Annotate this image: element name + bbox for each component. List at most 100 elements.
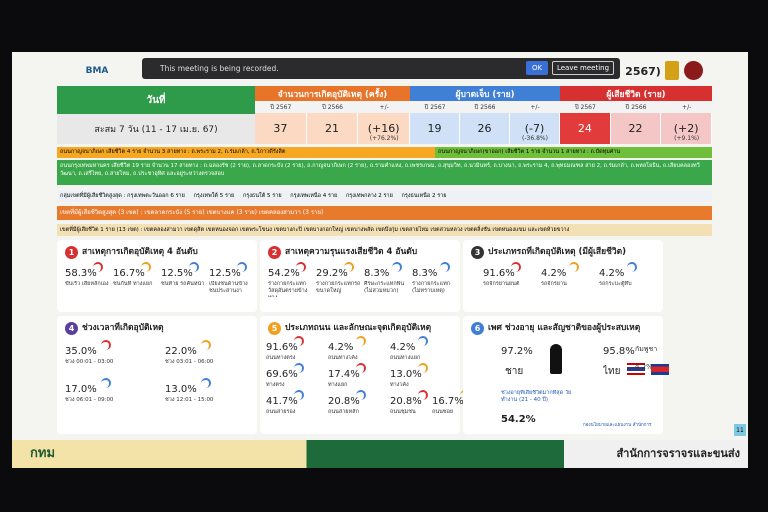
- panel: [57, 316, 257, 434]
- percent: 17.0%: [65, 384, 97, 395]
- percent: 4.2%: [390, 342, 416, 353]
- percent: 54.2%: [268, 268, 300, 279]
- item-label: รถจักรยานยนต์: [483, 281, 520, 287]
- group-title: ผู้บาดเจ็บ (ราย): [410, 86, 560, 101]
- item-label: ถนนทางตรง: [266, 355, 296, 361]
- percent: 97.2%: [501, 346, 533, 357]
- panel-title: ช่วงเวลาที่เกิดอุบัติเหตุ: [82, 323, 164, 333]
- gauge: [344, 262, 354, 272]
- gauge: [189, 262, 199, 272]
- panel: [260, 316, 460, 434]
- percent: 69.6%: [266, 369, 298, 380]
- value: 26: [460, 113, 510, 144]
- percent: 4.2%: [635, 364, 653, 371]
- panel-number: 1: [65, 246, 78, 259]
- row: เขตที่มีผู้เสียชีวิตสูงสุด (3 เขต) : เขต…: [57, 206, 712, 220]
- item-label: กัมพูชา: [635, 346, 658, 353]
- value: 37: [255, 113, 307, 144]
- column-header: ปี 2567: [255, 101, 307, 113]
- item-label: ทางตรง: [266, 382, 285, 388]
- item-label: ชนกันที่ ทางแยก: [113, 281, 153, 287]
- percent: 95.8%: [603, 346, 635, 357]
- ok-button[interactable]: OK: [526, 61, 548, 75]
- gauge: [356, 363, 366, 373]
- item-label: ถนนซอย: [432, 409, 454, 415]
- age-note: ช่วงอายุที่เสียชีวิตมากที่สุด วัยทำงาน (…: [501, 390, 572, 403]
- percent: 20.8%: [390, 396, 422, 407]
- panel: [463, 316, 663, 434]
- group-title: ผู้เสียชีวิต (ราย): [560, 86, 712, 101]
- panel: [463, 240, 663, 312]
- item-label: ชนท้าย รถคันหน้า: [161, 281, 205, 287]
- logo: BMA: [85, 66, 109, 76]
- gauge: [392, 262, 402, 272]
- gauge: [418, 363, 428, 373]
- value: 19: [410, 113, 460, 144]
- item-label: ทางแยก: [328, 382, 348, 388]
- emblem: [665, 61, 679, 80]
- gauge: [418, 390, 428, 400]
- panel-title: สาเหตุความรุนแรงเสียชีวิต 4 อันดับ: [285, 247, 418, 257]
- value: 21: [306, 113, 359, 144]
- percent: 4.2%: [328, 342, 354, 353]
- source: กองนโยบายและแผนงาน สำนักการจราจรและขนส่ง: [583, 423, 652, 428]
- gauge: [237, 262, 247, 272]
- change-pct: (+9.1%): [674, 134, 700, 142]
- item-label: เบี่ยงชนด้านข้าง ชนประสานงา: [209, 281, 248, 294]
- percent: 12.5%: [209, 268, 241, 279]
- gauge: [201, 340, 211, 350]
- item-label: ช่วง 12:01 - 15:00: [165, 397, 214, 403]
- value: (+16): [358, 113, 410, 144]
- leave-button[interactable]: Leave meeting: [552, 61, 614, 75]
- item-label: รถกระบะตู้ทึบ: [599, 281, 632, 287]
- footer-org: สำนักการจราจรและขนส่ง: [616, 447, 740, 460]
- percent: 4.2%: [541, 268, 567, 279]
- gauge: [627, 262, 637, 272]
- panel: [260, 240, 460, 312]
- gauge: [141, 262, 151, 272]
- date-header: วันที่: [57, 86, 255, 114]
- gauge: [356, 336, 366, 346]
- percent: 35.0%: [65, 346, 97, 357]
- item-label: ถนนทางโค้ง: [328, 355, 358, 361]
- gauge: [296, 262, 306, 272]
- item-label: ทางโค้ง: [390, 382, 409, 388]
- value: (-7): [510, 113, 560, 144]
- meeting-bar: [142, 58, 620, 79]
- percent: 13.0%: [390, 369, 422, 380]
- panel-title: เพศ ช่วงอายุ และสัญชาติของผู้ประสบเหตุ: [488, 323, 641, 333]
- value: 24: [560, 113, 611, 144]
- panel-title: ประเภทถนน และลักษณะจุดเกิดอุบัติเหตุ: [285, 323, 432, 333]
- percent: 91.6%: [483, 268, 515, 279]
- gauge: [569, 262, 579, 272]
- recording-message: This meeting is being recorded.: [160, 64, 279, 73]
- percent: 29.2%: [316, 268, 348, 279]
- percent: 13.0%: [165, 384, 197, 395]
- gauge: [294, 336, 304, 346]
- percent: 16.7%: [432, 396, 464, 407]
- item-label: ชาย: [505, 366, 524, 376]
- item-label: ร่างกายกระแทกวัสดุอันตรายข้างทาง: [268, 281, 308, 297]
- thai-flag: [627, 363, 645, 375]
- percent: 91.6%: [266, 342, 298, 353]
- percent: 16.7%: [113, 268, 145, 279]
- item-label: ถนนสายรอง: [266, 409, 296, 415]
- panel-number: 6: [471, 322, 484, 335]
- value: 22: [610, 113, 662, 144]
- column-header: ปี 2566: [460, 101, 510, 113]
- person-icon: [550, 344, 562, 374]
- percent: 17.4%: [328, 369, 360, 380]
- period: สะสม 7 วัน (11 - 17 เม.ย. 67): [57, 114, 255, 144]
- column-header: ปี 2566: [610, 101, 662, 113]
- panel-title: สาเหตุการเกิดอุบัติเหตุ 4 อันดับ: [82, 247, 198, 257]
- percent: 20.8%: [328, 396, 360, 407]
- gauge: [201, 378, 211, 388]
- percent: 8.3%: [412, 268, 438, 279]
- gauge: [440, 262, 450, 272]
- column-header: +/-: [358, 101, 410, 113]
- percent: 58.3%: [65, 268, 97, 279]
- column-header: +/-: [661, 101, 712, 113]
- cambodia-flag: [651, 364, 669, 375]
- row: เขตที่มีผู้เสียชีวิต 1 ราย (13 เขต) : เข…: [57, 224, 712, 236]
- percent: 41.7%: [266, 396, 298, 407]
